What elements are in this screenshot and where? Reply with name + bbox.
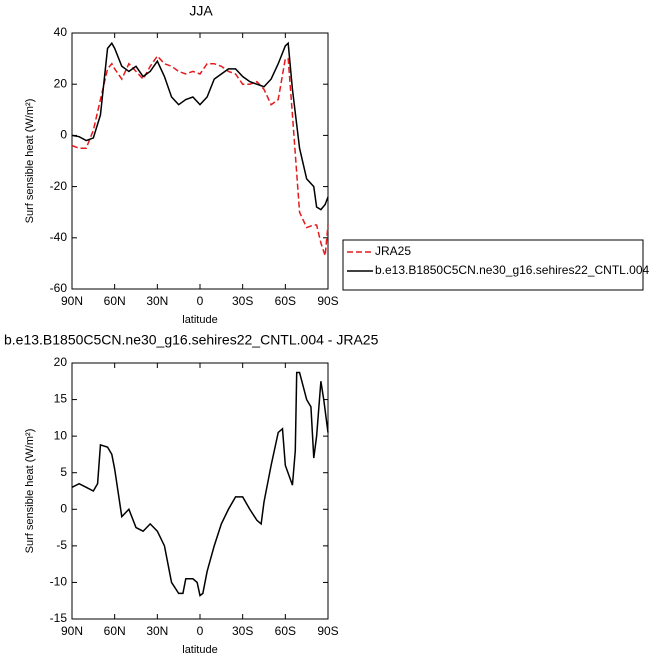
y-tick-label: 15 bbox=[54, 392, 68, 406]
x-tick-label: 60S bbox=[275, 624, 296, 638]
y-tick-label: -20 bbox=[50, 179, 68, 193]
x-axis-label: latitude bbox=[182, 644, 217, 656]
x-tick-label: 90N bbox=[61, 624, 83, 638]
x-tick-label: 0 bbox=[197, 624, 204, 638]
x-tick-label: 60N bbox=[104, 294, 126, 308]
y-tick-label: 20 bbox=[54, 355, 68, 369]
x-tick-label: 30N bbox=[146, 624, 168, 638]
series-line bbox=[71, 41, 329, 211]
chart-title: b.e13.B1850C5CN.ne30_g16.sehires22_CNTL.… bbox=[4, 332, 379, 348]
y-tick-label: -5 bbox=[56, 538, 67, 552]
y-tick-label: -40 bbox=[50, 230, 68, 244]
plot-frame bbox=[71, 362, 329, 620]
x-tick-label: 90N bbox=[61, 294, 83, 308]
y-tick-label: -10 bbox=[50, 575, 68, 589]
x-tick-label: 60S bbox=[275, 294, 296, 308]
y-tick-label: -60 bbox=[50, 281, 68, 295]
x-axis-label: latitude bbox=[182, 314, 217, 326]
chart-title: JJA bbox=[189, 3, 213, 19]
x-tick-label: 30S bbox=[232, 624, 253, 638]
y-tick-label: 10 bbox=[54, 428, 68, 442]
x-tick-label: 60N bbox=[104, 624, 126, 638]
legend-label: b.e13.B1850C5CN.ne30_g16.sehires22_CNTL.… bbox=[375, 263, 649, 277]
series-line bbox=[71, 54, 329, 256]
series-line bbox=[71, 371, 329, 597]
x-tick-label: 90S bbox=[317, 624, 338, 638]
x-tick-label: 30N bbox=[146, 294, 168, 308]
legend-box bbox=[342, 239, 644, 291]
y-tick-label: 5 bbox=[60, 465, 67, 479]
y-tick-label: 0 bbox=[60, 501, 67, 515]
x-tick-label: 0 bbox=[197, 294, 204, 308]
legend-label: JRA25 bbox=[375, 244, 411, 258]
x-tick-label: 90S bbox=[317, 294, 338, 308]
y-tick-label: 40 bbox=[54, 25, 68, 39]
y-axis-label: Surf sensible heat (W/m²) bbox=[24, 99, 36, 224]
x-tick-label: 30S bbox=[232, 294, 253, 308]
y-tick-label: 20 bbox=[54, 76, 68, 90]
y-tick-label: 0 bbox=[60, 128, 67, 142]
y-tick-label: -15 bbox=[50, 611, 68, 625]
y-axis-label: Surf sensible heat (W/m²) bbox=[24, 429, 36, 554]
